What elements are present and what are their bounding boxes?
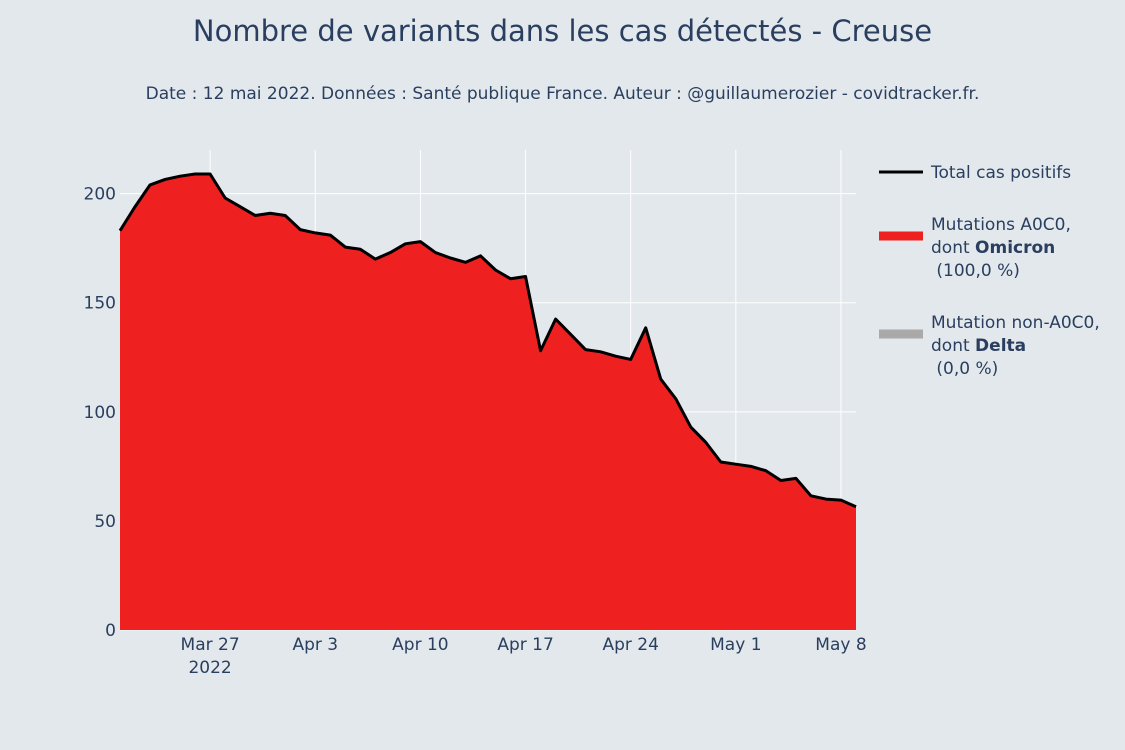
y-tick-label: 50 [94,512,116,532]
x-tick-sublabel: 2022 [188,658,231,678]
x-tick-label: May 1 [710,635,761,655]
x-tick-label: Apr 3 [292,635,338,655]
y-tick-label: 200 [84,185,116,205]
legend-label-non-a0c0-line2: dont Delta [931,336,1026,356]
legend-label-non-a0c0-line3: (0,0 %) [931,359,998,379]
legend-label-a0c0-dont: dont [931,238,975,258]
y-tick-label: 150 [84,294,116,314]
series-layer [118,172,857,630]
legend-label-a0c0-line1: Mutations A0C0, [931,215,1071,235]
legend-label-delta: Delta [975,336,1026,356]
legend-item-non-a0c0[interactable]: Mutation non-A0C0, dont Delta (0,0 %) [879,313,1100,379]
x-tick-label: Apr 10 [392,635,448,655]
legend-label-non-a0c0-dont: dont [931,336,975,356]
chart-title: Nombre de variants dans les cas détectés… [192,14,933,48]
line-total-cas-positifs [118,172,857,509]
x-tick-label: Apr 17 [497,635,553,655]
legend-item-a0c0[interactable]: Mutations A0C0, dont Omicron (100,0 %) [879,215,1071,281]
y-tick-label: 0 [105,621,116,641]
legend-label-omicron: Omicron [975,238,1055,258]
x-axis: Mar 27 2022 Apr 3 Apr 10 Apr 17 Apr 24 May 1 Ma… [181,635,867,678]
legend-label-total: Total cas positifs [930,163,1071,183]
x-tick-label: Apr 24 [602,635,658,655]
area-omicron [120,174,856,630]
y-axis: 0 50 100 150 200 [84,185,116,641]
x-tick-label: Mar 27 [181,635,240,655]
legend-label-a0c0-line2: dont Omicron [931,238,1055,258]
x-tick-label: May 8 [815,635,866,655]
legend-label-non-a0c0-line1: Mutation non-A0C0, [931,313,1100,333]
legend-label-a0c0-line3: (100,0 %) [931,261,1020,281]
legend-item-total[interactable]: Total cas positifs [879,163,1071,183]
legend[interactable]: Total cas positifs Mutations A0C0, dont … [879,163,1100,379]
y-tick-label: 100 [84,403,116,423]
chart-subtitle: Date : 12 mai 2022. Données : Santé publ… [145,84,980,104]
